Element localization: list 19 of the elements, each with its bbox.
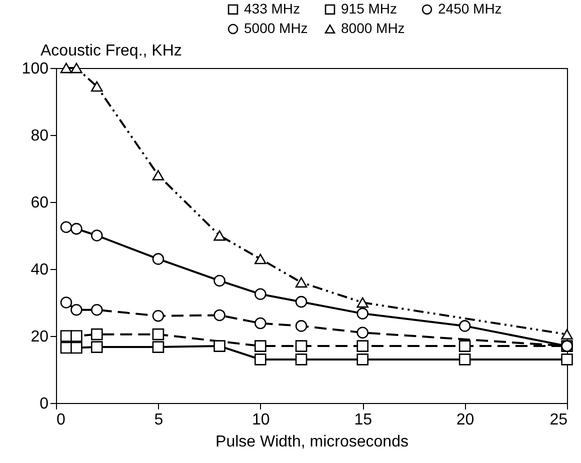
x-tick-label: 10 <box>252 412 270 428</box>
y-axis-title: Acoustic Freq., KHz <box>40 42 182 60</box>
y-tick-label: 60 <box>30 194 49 212</box>
x-tick-label: 20 <box>456 412 474 428</box>
x-tick-label: 15 <box>354 412 372 428</box>
legend-label: 433 MHz <box>244 0 300 16</box>
legend-label: 8000 MHz <box>341 20 405 36</box>
y-tick-label: 0 <box>40 396 49 412</box>
x-axis-title: Pulse Width, microseconds <box>216 434 408 450</box>
legend-label: 915 MHz <box>341 0 398 16</box>
y-tick-label: 80 <box>30 128 49 144</box>
legend-label: 5000 MHz <box>244 20 308 36</box>
legend-label: 2450 MHz <box>438 0 502 16</box>
y-tick-label: 100 <box>22 60 49 78</box>
y-tick-label: 20 <box>30 328 49 346</box>
x-tick-label: 5 <box>154 412 164 428</box>
x-tick-label: 25 <box>550 412 568 428</box>
y-tick-label: 40 <box>30 262 49 278</box>
x-tick-label: 0 <box>56 412 66 428</box>
